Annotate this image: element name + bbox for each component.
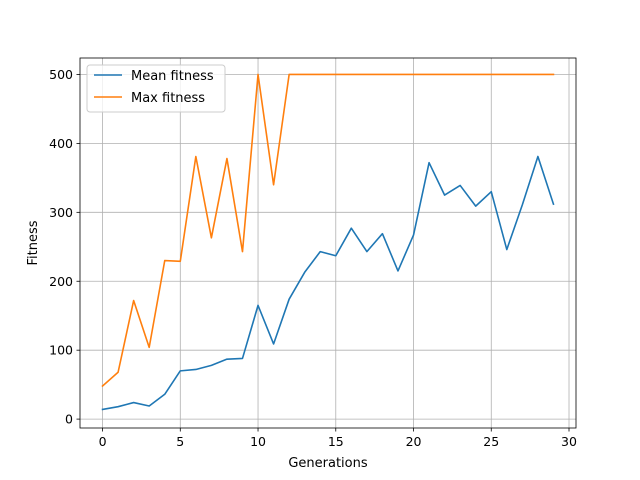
y-tick-label: 200 — [49, 274, 73, 289]
series-line-mean-fitness — [101, 155, 555, 411]
x-tick-label: 10 — [250, 434, 266, 449]
y-tick-label: 100 — [49, 343, 73, 358]
series-lines — [101, 73, 555, 411]
y-tick-label: 400 — [49, 136, 73, 151]
x-axis-ticks: 0 5 10 15 20 25 30 — [99, 428, 577, 449]
legend-label-mean-fitness: Mean fitness — [131, 69, 214, 84]
x-tick-label: 0 — [99, 434, 107, 449]
x-tick-label: 5 — [176, 434, 184, 449]
x-tick-label: 25 — [483, 434, 499, 449]
legend-label-max-fitness: Max fitness — [131, 91, 205, 106]
plot-frame — [79, 57, 577, 429]
y-tick-label: 0 — [65, 412, 73, 427]
x-tick-label: 30 — [561, 434, 577, 449]
y-tick-label: 300 — [49, 205, 73, 220]
y-tick-label: 500 — [49, 67, 73, 82]
x-tick-label: 15 — [328, 434, 344, 449]
legend: Mean fitness Max fitness — [86, 64, 226, 113]
plot-area — [80, 58, 576, 428]
y-axis-label: Fitness — [26, 220, 41, 265]
x-axis-label: Generations — [288, 456, 368, 471]
x-tick-label: 20 — [406, 434, 422, 449]
legend-box — [86, 64, 226, 113]
series-line-max-fitness — [101, 73, 555, 388]
y-axis-ticks: 0 100 200 300 400 500 — [49, 67, 80, 427]
grid-lines — [80, 58, 576, 428]
